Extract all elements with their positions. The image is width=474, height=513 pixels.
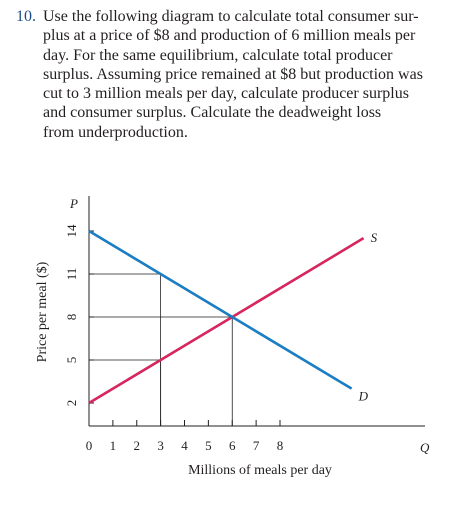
x-tick-label: 0 bbox=[86, 438, 93, 453]
s-curve bbox=[88, 237, 365, 405]
y-tick-label: 5 bbox=[64, 357, 79, 364]
question-line: Use the following diagram to calculate t… bbox=[43, 8, 419, 25]
y-axis-label: Price per meal ($) bbox=[35, 261, 50, 362]
question-line: plus at a price of $8 and production of … bbox=[43, 27, 416, 45]
d-curve-label: D bbox=[358, 389, 369, 404]
question-number: 10. bbox=[16, 8, 36, 25]
y-tick-label: 11 bbox=[64, 268, 79, 281]
x-axis-letter: Q bbox=[420, 440, 430, 455]
x-tick-label: 7 bbox=[253, 438, 260, 453]
question-line: and consumer surplus. Calculate the dead… bbox=[43, 104, 382, 122]
y-axis-letter: P bbox=[69, 196, 78, 211]
x-tick-label: 8 bbox=[277, 438, 284, 453]
s-curve-label: S bbox=[371, 230, 378, 245]
y-tick-label: 8 bbox=[64, 314, 79, 321]
y-tick-label: 2 bbox=[64, 400, 79, 407]
x-axis-label: Millions of meals per day bbox=[188, 463, 332, 478]
series-labels: SD bbox=[358, 230, 378, 403]
y-tick-labels: 2 5 8 11 14 bbox=[64, 224, 79, 406]
x-tick-labels: 0 1 2 3 4 5 6 7 8 bbox=[86, 438, 284, 453]
x-tick-label: 2 bbox=[134, 438, 141, 453]
series-lines bbox=[88, 229, 365, 405]
chart-axes bbox=[88, 196, 425, 427]
guide-lines bbox=[89, 273, 233, 426]
x-tick-label: 6 bbox=[229, 438, 236, 453]
question-line: day. For the same equilibrium, calculate… bbox=[43, 46, 393, 64]
x-tick-marks bbox=[112, 420, 281, 426]
x-tick-label: 1 bbox=[110, 438, 117, 453]
x-tick-label: 3 bbox=[157, 438, 164, 453]
question-line: from underproduction. bbox=[43, 123, 188, 141]
d-curve bbox=[88, 229, 353, 390]
x-tick-label: 5 bbox=[205, 438, 212, 453]
y-tick-marks bbox=[89, 230, 94, 404]
x-tick-label: 4 bbox=[181, 438, 188, 453]
y-tick-label: 14 bbox=[64, 224, 79, 238]
question-line: cut to 3 million meals per day, calculat… bbox=[43, 85, 409, 103]
question-line: surplus. Assuming price remained at $8 b… bbox=[43, 65, 423, 83]
question-text: Use the following diagram to calculate t… bbox=[43, 7, 467, 142]
